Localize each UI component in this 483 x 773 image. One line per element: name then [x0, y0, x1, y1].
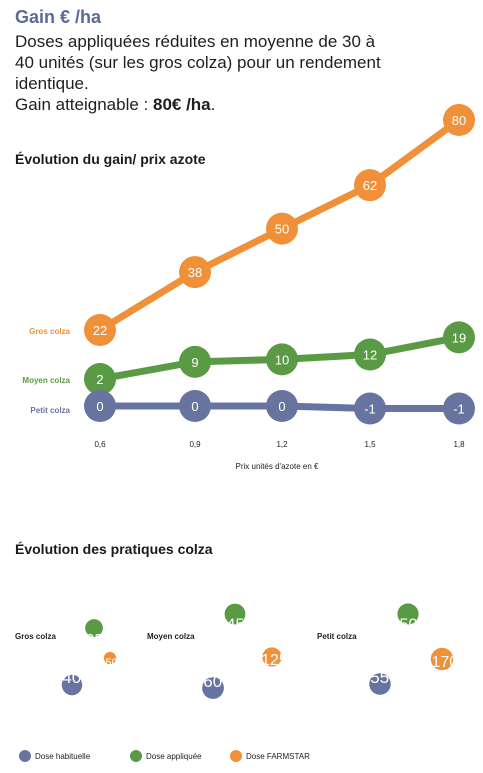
description-line-1: Doses appliquées réduites en moyenne de … — [15, 32, 376, 51]
x-tick-label: 1,8 — [453, 440, 465, 449]
legend-label: Dose appliquée — [146, 752, 202, 761]
gain-end: . — [210, 95, 216, 114]
bubble-dose-habituelle — [61, 674, 83, 696]
series-name-gros: Gros colza — [29, 327, 70, 336]
bubble-group-label: Moyen colza — [147, 632, 195, 641]
data-label-petit: 0 — [96, 399, 103, 414]
description-line-2: 40 unités (sur les gros colza) pour un r… — [15, 53, 381, 72]
series-name-moyen: Moyen colza — [22, 376, 70, 385]
data-label-moyen: 10 — [275, 352, 289, 367]
data-point-gros — [84, 314, 116, 346]
data-point-gros — [266, 212, 298, 245]
data-label-petit: 0 — [191, 399, 198, 414]
data-point-moyen — [84, 363, 116, 395]
data-point-gros — [179, 256, 211, 289]
data-label-gros: 80 — [452, 113, 466, 128]
bubble-chart-title: Évolution des pratiques colza — [15, 541, 213, 557]
bubble-value-habituelle: 155 — [361, 668, 389, 687]
data-label-petit: -1 — [364, 402, 376, 417]
legend-swatch — [19, 750, 31, 762]
x-tick-label: 0,9 — [189, 440, 201, 449]
bubble-dose-habituelle — [202, 677, 224, 699]
bubble-dose-appliquee — [224, 603, 246, 625]
bubble-value-habituelle: 140 — [53, 668, 81, 687]
bubble-value-appliquee: 105 — [77, 632, 104, 649]
x-axis-label: Prix unités d'azote en € — [236, 462, 319, 471]
data-label-gros: 62 — [363, 178, 377, 193]
description: Doses appliquées réduites en moyenne de … — [15, 31, 470, 115]
bubble-dose-farmstar — [430, 647, 454, 671]
bubble-dose-appliquee — [397, 603, 419, 625]
data-point-moyen — [443, 321, 475, 354]
data-point-petit — [354, 392, 386, 425]
x-tick-label: 1,5 — [364, 440, 376, 449]
bubble-group-label: Petit colza — [317, 632, 357, 641]
gain-line-chart: 22 38 50 62 80 Gros colza 2 9 10 12 19 Moyen colza 0… — [22, 104, 475, 471]
data-label-moyen: 2 — [96, 372, 103, 387]
bubble-dose-farmstar — [103, 651, 117, 665]
data-point-petit — [266, 390, 298, 422]
bubble-value-appliquee: 145 — [218, 617, 245, 634]
bubble-value-farmstar: 125 — [261, 652, 288, 669]
data-label-petit: 0 — [278, 399, 285, 414]
data-point-moyen — [354, 338, 386, 371]
gain-line: Gain atteignable : 80€ /ha. — [15, 94, 470, 115]
bubble-dose-appliquee — [85, 619, 103, 637]
description-line-3: identique. — [15, 74, 89, 93]
data-label-petit: -1 — [453, 402, 465, 417]
data-point-moyen — [179, 345, 211, 378]
data-label-moyen: 19 — [452, 330, 466, 345]
data-point-petit — [443, 392, 475, 425]
data-point-gros — [354, 169, 386, 202]
line-chart-title: Évolution du gain/ prix azote — [15, 151, 206, 167]
data-label-gros: 38 — [188, 265, 202, 280]
legend-label: Dose FARMSTAR — [246, 752, 310, 761]
legend-swatch — [130, 750, 142, 762]
data-label-moyen: 12 — [363, 348, 377, 363]
legend-label: Dose habituelle — [35, 752, 91, 761]
bubble-group-label: Gros colza — [15, 632, 56, 641]
bubble-value-appliquee: 150 — [391, 616, 418, 633]
data-point-petit — [179, 390, 211, 422]
data-point-petit — [84, 390, 116, 422]
series-name-petit: Petit colza — [30, 406, 70, 415]
x-tick-label: 0,6 — [94, 440, 106, 449]
bubble-value-farmstar: 50 — [105, 657, 117, 669]
gain-label: Gain atteignable : — [15, 95, 153, 114]
data-point-gros — [443, 104, 475, 136]
data-label-gros: 50 — [275, 222, 289, 237]
bubble-dose-farmstar — [262, 647, 282, 667]
bubble-value-habituelle: 160 — [194, 672, 222, 691]
page-title: Gain € /ha — [15, 7, 102, 27]
legend-swatch — [230, 750, 242, 762]
data-label-moyen: 9 — [191, 355, 198, 370]
data-point-moyen — [266, 343, 298, 376]
bubble-dose-habituelle — [369, 673, 391, 695]
bubble-value-farmstar: 170 — [431, 654, 458, 671]
x-tick-label: 1,2 — [276, 440, 288, 449]
gain-value: 80€ /ha — [152, 95, 211, 114]
data-label-gros: 22 — [93, 323, 107, 338]
